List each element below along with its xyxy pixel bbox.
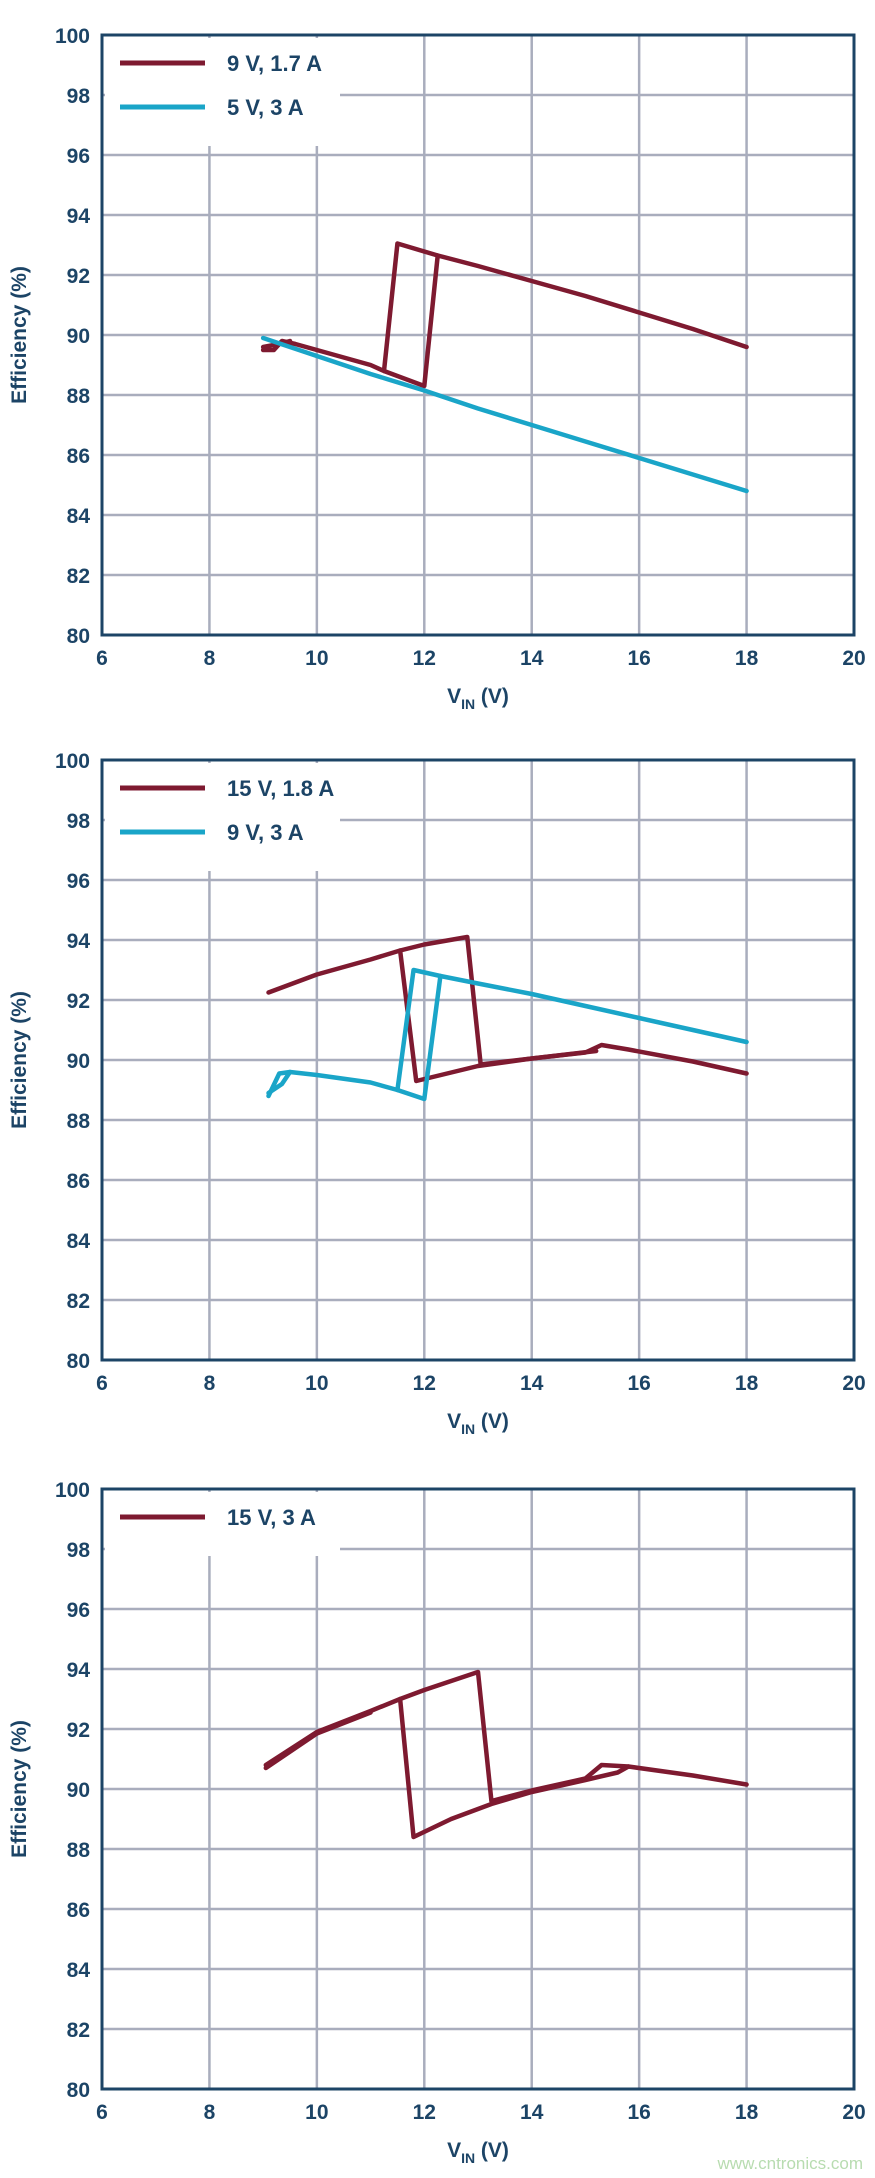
y-tick-label: 86: [67, 445, 90, 468]
y-tick-label: 94: [67, 930, 91, 953]
series-line-9-v-3-a: [266, 973, 749, 1102]
y-tick-label: 88: [67, 385, 91, 408]
y-tick-label: 84: [67, 505, 91, 528]
y-tick-label: 98: [67, 85, 91, 108]
legend-label: 15 V, 3 A: [227, 1505, 316, 1530]
x-tick-label: 16: [627, 647, 650, 670]
legend-background: [105, 1492, 340, 1556]
x-tick-label: 12: [413, 2101, 436, 2124]
series-line-9-v-3-a: [266, 1069, 293, 1096]
series-line-9-v-1-7-a: [381, 241, 440, 374]
y-tick-label: 82: [67, 565, 90, 588]
x-tick-label: 6: [96, 2101, 108, 2124]
x-tick-label: 10: [305, 1372, 328, 1395]
y-tick-label: 96: [67, 1599, 90, 1622]
y-tick-label: 84: [67, 1230, 91, 1253]
plot-frame: [100, 33, 856, 637]
x-axis-label: VIN (V): [447, 685, 509, 712]
y-tick-label: 82: [67, 2019, 90, 2042]
y-axis-label: Efficiency (%): [8, 266, 31, 404]
series-line-15-v-1-8-a: [266, 934, 749, 1076]
x-tick-label: 6: [96, 1372, 108, 1395]
plot-frame: [100, 1487, 856, 2091]
x-tick-label: 18: [735, 2101, 759, 2124]
series-line-15-v-1-8-a: [397, 948, 599, 1084]
y-tick-label: 100: [55, 1479, 90, 1502]
series-line-9-v-3-a: [395, 967, 443, 1093]
x-tick-label: 14: [520, 1372, 544, 1395]
y-tick-label: 92: [67, 990, 90, 1013]
x-tick-label: 20: [842, 1372, 865, 1395]
y-tick-label: 98: [67, 1539, 91, 1562]
legend-label: 9 V, 1.7 A: [227, 51, 322, 76]
series-line-15-v-3-a: [263, 1710, 373, 1771]
y-tick-label: 80: [67, 625, 90, 648]
y-tick-label: 84: [67, 1959, 91, 1982]
x-tick-label: 10: [305, 2101, 328, 2124]
y-axis-label: Efficiency (%): [8, 1720, 31, 1858]
x-tick-label: 18: [735, 647, 759, 670]
legend-label: 9 V, 3 A: [227, 820, 304, 845]
chart-3: 6 8 10 12 14 16 18 20 80 82 84 86 88 90 92 94 96 98 100 15 …: [8, 1479, 866, 2166]
series-line-5-v-3-a: [260, 335, 749, 494]
x-axis-label: VIN (V): [447, 1410, 509, 1437]
x-tick-label: 8: [204, 1372, 216, 1395]
x-tick-label: 20: [842, 647, 865, 670]
x-tick-label: 14: [520, 2101, 544, 2124]
x-tick-label: 8: [204, 647, 216, 670]
y-tick-label: 88: [67, 1839, 91, 1862]
legend-background: [105, 763, 340, 871]
y-tick-label: 96: [67, 870, 90, 893]
x-tick-label: 6: [96, 647, 108, 670]
legend-label: 5 V, 3 A: [227, 95, 304, 120]
legend-label: 15 V, 1.8 A: [227, 776, 334, 801]
y-tick-label: 90: [67, 1779, 90, 1802]
x-tick-label: 8: [204, 2101, 216, 2124]
plot-frame: [100, 758, 856, 1362]
watermark: www.cntronics.com: [717, 2154, 863, 2173]
series-line-15-v-3-a: [263, 1669, 749, 1804]
x-axis-label: VIN (V): [447, 2139, 509, 2166]
y-tick-label: 80: [67, 2079, 90, 2102]
x-tick-label: 20: [842, 2101, 865, 2124]
y-tick-label: 100: [55, 750, 90, 773]
y-tick-label: 94: [67, 205, 91, 228]
chart-2: 6 8 10 12 14 16 18 20 80 82 84 86 88 90 92 94 96 98 100 15 …: [8, 750, 866, 1437]
y-tick-label: 90: [67, 325, 90, 348]
y-tick-label: 94: [67, 1659, 91, 1682]
y-tick-label: 86: [67, 1899, 90, 1922]
y-tick-label: 86: [67, 1170, 90, 1193]
x-tick-label: 12: [413, 1372, 436, 1395]
y-tick-label: 82: [67, 1290, 90, 1313]
y-tick-label: 80: [67, 1350, 90, 1373]
x-tick-label: 14: [520, 647, 544, 670]
y-tick-label: 100: [55, 25, 90, 48]
y-axis-label: Efficiency (%): [8, 991, 31, 1129]
x-tick-label: 12: [413, 647, 436, 670]
y-tick-label: 98: [67, 810, 91, 833]
x-tick-label: 16: [627, 2101, 650, 2124]
y-tick-label: 92: [67, 265, 90, 288]
y-tick-label: 92: [67, 1719, 90, 1742]
y-tick-label: 88: [67, 1110, 91, 1133]
series-line-15-v-3-a: [397, 1696, 631, 1840]
chart-1: 6 8 10 12 14 16 18 20 80 82 84 86 88 90 92 94 96 98 100 9 V…: [8, 25, 866, 712]
x-tick-label: 10: [305, 647, 328, 670]
y-tick-label: 90: [67, 1050, 90, 1073]
y-tick-label: 96: [67, 145, 90, 168]
legend-background: [105, 38, 340, 146]
x-tick-label: 16: [627, 1372, 650, 1395]
x-tick-label: 18: [735, 1372, 759, 1395]
